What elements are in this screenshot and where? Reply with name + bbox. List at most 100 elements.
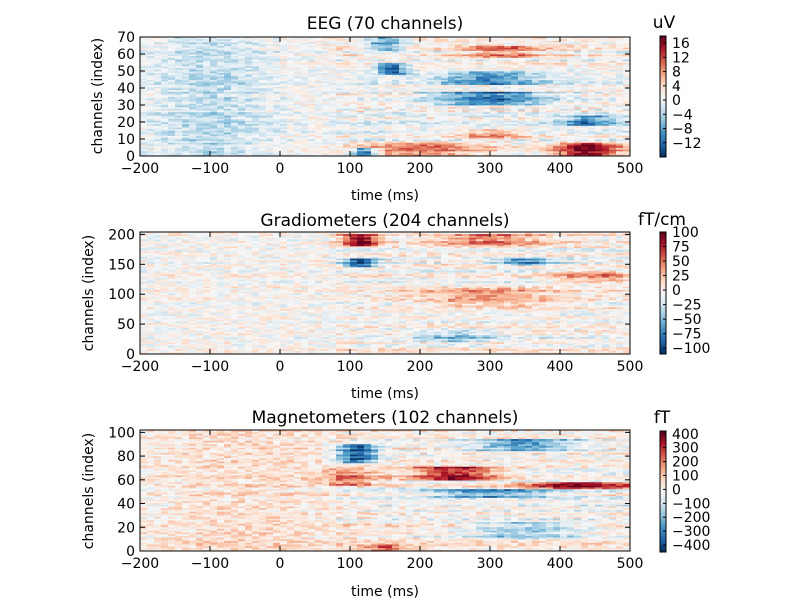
heatmap-cell	[294, 81, 302, 84]
heatmap-cell	[399, 82, 407, 85]
heatmap-cell	[616, 84, 624, 87]
heatmap-cell	[336, 96, 344, 99]
heatmap-cell	[497, 152, 505, 155]
heatmap-cell	[476, 108, 484, 111]
heatmap-cell	[371, 115, 379, 118]
heatmap-cell	[602, 132, 610, 135]
heatmap-cell	[378, 149, 386, 152]
heatmap-cell	[546, 149, 554, 152]
heatmap-cell	[476, 140, 484, 143]
heatmap-cell	[455, 118, 463, 121]
heatmap-cell	[616, 88, 624, 91]
heatmap-cell	[441, 105, 449, 108]
heatmap-cell	[560, 105, 568, 108]
heatmap-cell	[462, 110, 470, 113]
heatmap-cell	[511, 93, 519, 96]
heatmap-cell	[609, 150, 617, 153]
heatmap-cell	[308, 93, 316, 96]
heatmap-cell	[273, 128, 281, 131]
heatmap-cell	[273, 139, 281, 142]
heatmap-cell	[462, 105, 470, 108]
heatmap-cell	[273, 111, 281, 114]
heatmap-cell	[336, 152, 344, 155]
heatmap-cell	[455, 88, 463, 91]
heatmap-cell	[147, 142, 155, 145]
heatmap-cell	[511, 91, 519, 94]
heatmap-cell	[245, 120, 253, 123]
heatmap-cell	[392, 125, 400, 128]
heatmap-cell	[385, 86, 393, 89]
heatmap-cell	[168, 116, 176, 119]
heatmap-cell	[294, 82, 302, 85]
heatmap-cell	[581, 130, 589, 133]
heatmap-cell	[315, 79, 323, 82]
heatmap-cell	[476, 118, 484, 121]
heatmap-cell	[168, 140, 176, 143]
heatmap-cell	[497, 108, 505, 111]
heatmap-cell	[392, 91, 400, 94]
heatmap-cell	[497, 106, 505, 109]
heatmap-cell	[378, 93, 386, 96]
heatmap-cell	[469, 147, 477, 150]
heatmap-cell	[581, 145, 589, 148]
heatmap-cell	[343, 88, 351, 91]
heatmap-cell	[567, 106, 575, 109]
heatmap-cell	[182, 86, 190, 89]
heatmap-cell	[224, 154, 232, 157]
heatmap-cell	[329, 94, 337, 97]
heatmap-cell	[231, 125, 239, 128]
heatmap-cell	[266, 110, 274, 113]
heatmap-cell	[588, 96, 596, 99]
heatmap-cell	[595, 145, 603, 148]
heatmap-cell	[420, 105, 428, 108]
heatmap-cell	[595, 108, 603, 111]
heatmap-cell	[483, 133, 491, 136]
heatmap-cell	[203, 130, 211, 133]
heatmap-cell	[560, 132, 568, 135]
heatmap-cell	[287, 94, 295, 97]
heatmap-cell	[364, 110, 372, 113]
heatmap-cell	[595, 101, 603, 104]
heatmap-cell	[154, 84, 162, 87]
heatmap-cell	[588, 110, 596, 113]
heatmap-cell	[567, 96, 575, 99]
heatmap-cell	[497, 101, 505, 104]
heatmap-cell	[539, 135, 547, 138]
heatmap-cell	[616, 122, 624, 125]
heatmap-cell	[413, 108, 421, 111]
heatmap-cell	[161, 154, 169, 157]
heatmap-cell	[546, 91, 554, 94]
heatmap-cell	[413, 145, 421, 148]
heatmap-cell	[364, 125, 372, 128]
heatmap-cell	[231, 101, 239, 104]
heatmap-cell	[609, 91, 617, 94]
heatmap-cell	[483, 154, 491, 157]
heatmap-cell	[161, 91, 169, 94]
heatmap-cell	[238, 86, 246, 89]
heatmap-cell	[609, 98, 617, 101]
heatmap-cell	[476, 99, 484, 102]
heatmap-cell	[609, 123, 617, 126]
heatmap-cell	[175, 147, 183, 150]
heatmap-cell	[483, 89, 491, 92]
heatmap-cell	[196, 111, 204, 114]
heatmap-cell	[189, 101, 197, 104]
heatmap-cell	[609, 108, 617, 111]
heatmap-cell	[322, 108, 330, 111]
heatmap-cell	[553, 82, 561, 85]
heatmap-cell	[154, 115, 162, 118]
heatmap-cell	[224, 133, 232, 136]
heatmap-cell	[301, 82, 309, 85]
heatmap-cell	[427, 140, 435, 143]
heatmap-cell	[574, 103, 582, 106]
heatmap-cell	[287, 86, 295, 89]
heatmap-cell	[399, 140, 407, 143]
heatmap-cell	[511, 137, 519, 140]
heatmap-cell	[588, 142, 596, 145]
heatmap-cell	[273, 105, 281, 108]
heatmap-cell	[434, 91, 442, 94]
heatmap-cell	[420, 139, 428, 142]
heatmap-cell	[196, 105, 204, 108]
heatmap-cell	[336, 142, 344, 145]
heatmap-cell	[511, 81, 519, 84]
